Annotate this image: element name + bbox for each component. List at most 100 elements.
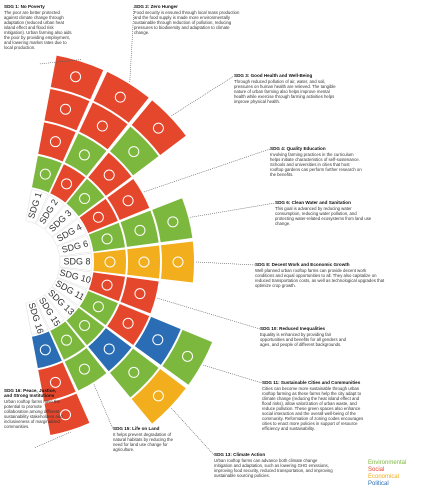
sdg-description: SDG 6: Clean Water and Sanitation This go…	[275, 200, 375, 226]
cell-icon	[134, 288, 146, 300]
label-cell	[59, 253, 93, 271]
sdg-text: Urban rooftop farms have the potential t…	[4, 399, 63, 429]
cell-icon	[152, 390, 164, 402]
impact-cell	[88, 272, 125, 302]
impact-cell	[79, 198, 118, 234]
leader-line	[171, 408, 215, 456]
cell-icon	[96, 120, 108, 132]
cell-icon	[101, 279, 113, 291]
sdg-description: SDG 10: Reduced Inequalities Equality is …	[260, 326, 355, 347]
label-cell	[51, 277, 87, 306]
cell-icon	[103, 343, 115, 355]
cell-icon	[167, 216, 179, 228]
cell-icon	[152, 334, 164, 346]
cell-icon	[61, 334, 73, 346]
sdg-description: SDG 16: Peace, Justice, and Strong Insti…	[4, 388, 64, 429]
impact-cell	[88, 328, 132, 372]
cell-icon	[39, 168, 51, 180]
sdg-description: SDG 11: Sustainable Cities and Communiti…	[262, 380, 364, 431]
sdg-text: Involving farming practices in the curri…	[270, 152, 362, 177]
impact-cell	[162, 329, 213, 385]
impact-cell	[120, 210, 159, 247]
sdg-title: SDG 3: Good Health and Well-Being	[234, 73, 313, 78]
cell-icon	[78, 149, 90, 161]
sdg-text: This goal is advanced by reducing water …	[275, 206, 372, 226]
label-cell	[44, 204, 78, 238]
impact-cell	[50, 55, 104, 100]
impact-cell	[64, 133, 107, 176]
label-cell	[56, 267, 92, 290]
cell-icon	[134, 224, 146, 236]
sdg-description: SDG 8: Decent Work and Economic Growth We…	[255, 262, 385, 288]
impact-cell	[161, 241, 194, 283]
sdg-text: Food security is ensured through local m…	[134, 10, 240, 35]
impact-cell	[38, 362, 76, 402]
impact-cell	[127, 245, 160, 279]
cell-icon	[39, 344, 51, 356]
cell-icon	[92, 301, 104, 313]
impact-cell	[109, 126, 159, 176]
sdg-title: SDG 15: Life on Land	[113, 426, 160, 431]
sdg-text: Through reduced pollution of air, water,…	[234, 79, 336, 104]
impact-cell	[88, 222, 125, 252]
legend: Environmental Social Economical Political	[368, 460, 406, 488]
cell-icon	[152, 122, 164, 134]
sdg-description: SDG 1: No Poverty The poor are better pro…	[4, 4, 74, 50]
leader-line	[157, 297, 261, 330]
cell-icon	[128, 366, 140, 378]
leader-line	[203, 364, 263, 384]
impact-cell	[38, 122, 76, 162]
impact-cell	[31, 331, 62, 369]
cell-icon	[92, 211, 104, 223]
impact-cell	[107, 179, 150, 221]
impact-cell	[44, 89, 90, 131]
impact-cell	[50, 164, 86, 203]
label-cell	[44, 286, 78, 320]
legend-entry: Political	[368, 481, 389, 487]
cell-icon	[122, 195, 134, 207]
leader-line	[195, 261, 256, 266]
impact-cell	[152, 198, 193, 243]
impact-cell	[134, 316, 181, 365]
label-cell	[25, 300, 49, 336]
sdg-title: SDG 13: Climate Action	[214, 452, 266, 457]
leader-line	[171, 75, 235, 116]
impact-cell	[131, 100, 186, 155]
label-cell	[56, 234, 92, 257]
cell-icon	[79, 193, 91, 205]
label-cell	[35, 194, 65, 230]
cell-icon	[61, 178, 73, 190]
cell-icon	[60, 103, 72, 115]
leader-line	[129, 6, 135, 82]
impact-cell	[64, 348, 107, 391]
legend-entry: Environmental	[368, 460, 407, 466]
cell-icon	[128, 146, 140, 158]
cell-icon	[104, 256, 116, 268]
sdg-title: SDG 16: Peace, Justice, and Strong Insti…	[4, 388, 57, 398]
sdg-description: SDG 15: Life on Land It helps prevent deg…	[113, 426, 175, 452]
impact-cell	[93, 71, 149, 123]
sdg-title: SDG 10: Reduced Inequalities	[260, 326, 326, 331]
cell-icon	[79, 319, 91, 331]
leader-line	[190, 202, 276, 218]
impact-cell	[79, 102, 128, 150]
impact-cell	[66, 307, 105, 346]
cell-icon	[101, 233, 113, 245]
legend-entry: Economical	[368, 474, 400, 480]
sdg-text: Equality is enhanced by providing fair o…	[260, 332, 346, 347]
impact-cell	[44, 393, 90, 435]
label-cell	[51, 218, 87, 247]
sdg-title: SDG 4: Quality Education	[270, 146, 326, 151]
impact-cell	[88, 152, 132, 196]
cell-icon	[138, 256, 150, 268]
sdg-text: Urban rooftop farms can advance both cli…	[214, 458, 333, 478]
cell-icon	[70, 71, 82, 83]
label-cell	[25, 188, 49, 224]
sdg-title: SDG 1: No Poverty	[4, 4, 45, 9]
cell-icon	[60, 409, 72, 421]
sdg-title: SDG 8: Decent Work and Economic Growth	[255, 262, 350, 267]
sdg-description: SDG 13: Climate Action Urban rooftop farm…	[214, 452, 336, 478]
cell-icon	[103, 169, 115, 181]
